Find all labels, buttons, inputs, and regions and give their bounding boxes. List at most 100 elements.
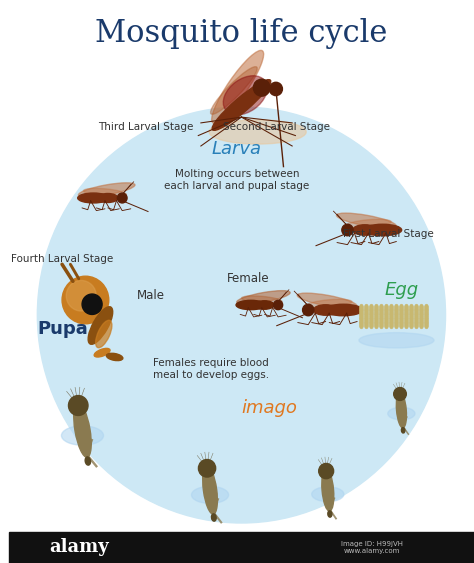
Ellipse shape <box>369 321 374 329</box>
Text: Pupa: Pupa <box>37 320 88 338</box>
Ellipse shape <box>369 304 374 312</box>
Ellipse shape <box>400 312 403 320</box>
Ellipse shape <box>74 403 91 457</box>
Text: Egg: Egg <box>385 281 419 299</box>
Text: First Larval Stage: First Larval Stage <box>343 229 433 239</box>
Ellipse shape <box>404 317 409 325</box>
Ellipse shape <box>379 321 383 329</box>
Text: alamy: alamy <box>49 538 109 556</box>
Ellipse shape <box>394 304 399 312</box>
Ellipse shape <box>379 312 383 320</box>
Ellipse shape <box>414 317 419 325</box>
Ellipse shape <box>359 304 364 312</box>
Ellipse shape <box>389 309 393 316</box>
Ellipse shape <box>414 304 419 312</box>
Ellipse shape <box>359 333 434 348</box>
Text: Molting occurs between
each larval and pupal stage: Molting occurs between each larval and p… <box>164 169 310 191</box>
Ellipse shape <box>359 317 364 325</box>
Ellipse shape <box>400 317 403 325</box>
Ellipse shape <box>374 309 379 316</box>
Ellipse shape <box>401 428 405 433</box>
Ellipse shape <box>419 321 424 329</box>
Ellipse shape <box>374 312 379 320</box>
Bar <box>9 532 474 563</box>
Circle shape <box>394 387 406 400</box>
Ellipse shape <box>384 312 389 320</box>
Ellipse shape <box>242 296 282 304</box>
Ellipse shape <box>419 304 424 312</box>
Ellipse shape <box>78 193 109 203</box>
Ellipse shape <box>374 304 379 312</box>
Ellipse shape <box>106 354 123 361</box>
Ellipse shape <box>388 407 415 420</box>
Ellipse shape <box>404 304 409 312</box>
Ellipse shape <box>414 309 419 316</box>
Ellipse shape <box>384 321 389 329</box>
Text: Female: Female <box>227 272 270 285</box>
Ellipse shape <box>389 321 393 329</box>
Circle shape <box>66 280 96 311</box>
Ellipse shape <box>410 317 414 325</box>
Ellipse shape <box>389 304 393 312</box>
Ellipse shape <box>62 426 103 445</box>
Ellipse shape <box>212 50 264 123</box>
Circle shape <box>319 463 334 479</box>
Ellipse shape <box>359 309 364 316</box>
Ellipse shape <box>324 304 363 316</box>
Ellipse shape <box>313 305 338 315</box>
Circle shape <box>273 300 283 310</box>
Ellipse shape <box>365 317 369 325</box>
Ellipse shape <box>394 321 399 329</box>
Text: Mosquito life cycle: Mosquito life cycle <box>95 18 388 50</box>
Ellipse shape <box>307 300 352 308</box>
Ellipse shape <box>297 293 357 308</box>
Ellipse shape <box>191 486 228 503</box>
Ellipse shape <box>88 307 113 345</box>
Ellipse shape <box>353 225 377 235</box>
Ellipse shape <box>424 321 428 329</box>
Text: Females require blood
meal to develop eggs.: Females require blood meal to develop eg… <box>153 358 269 379</box>
Ellipse shape <box>365 312 369 320</box>
Ellipse shape <box>328 511 332 517</box>
Ellipse shape <box>424 309 428 316</box>
Text: Image ID: H99jVH
www.alamy.com: Image ID: H99jVH www.alamy.com <box>341 540 403 554</box>
Ellipse shape <box>400 321 403 329</box>
Ellipse shape <box>322 469 334 511</box>
Text: Male: Male <box>137 289 165 302</box>
Ellipse shape <box>369 309 374 316</box>
Ellipse shape <box>236 300 266 310</box>
Ellipse shape <box>203 466 218 514</box>
Ellipse shape <box>414 321 419 329</box>
Ellipse shape <box>94 348 110 357</box>
Ellipse shape <box>98 194 118 203</box>
Ellipse shape <box>359 321 364 329</box>
Ellipse shape <box>369 312 374 320</box>
Text: Fourth Larval Stage: Fourth Larval Stage <box>11 254 113 264</box>
Text: Larva: Larva <box>212 140 262 158</box>
Ellipse shape <box>424 312 428 320</box>
Ellipse shape <box>389 317 393 325</box>
Ellipse shape <box>404 309 409 316</box>
Circle shape <box>342 224 353 236</box>
Circle shape <box>118 193 127 203</box>
Ellipse shape <box>400 309 403 316</box>
Ellipse shape <box>384 317 389 325</box>
Ellipse shape <box>394 317 399 325</box>
Ellipse shape <box>410 309 414 316</box>
Ellipse shape <box>394 312 399 320</box>
Ellipse shape <box>384 309 389 316</box>
Ellipse shape <box>359 312 364 320</box>
Ellipse shape <box>396 392 407 428</box>
Ellipse shape <box>369 317 374 325</box>
Ellipse shape <box>209 120 306 144</box>
Ellipse shape <box>404 321 409 329</box>
Ellipse shape <box>419 317 424 325</box>
Ellipse shape <box>389 312 393 320</box>
Ellipse shape <box>379 309 383 316</box>
Ellipse shape <box>365 321 369 329</box>
Ellipse shape <box>83 189 127 197</box>
Circle shape <box>302 304 314 316</box>
Ellipse shape <box>212 79 271 131</box>
Ellipse shape <box>85 457 91 465</box>
Circle shape <box>254 79 270 96</box>
